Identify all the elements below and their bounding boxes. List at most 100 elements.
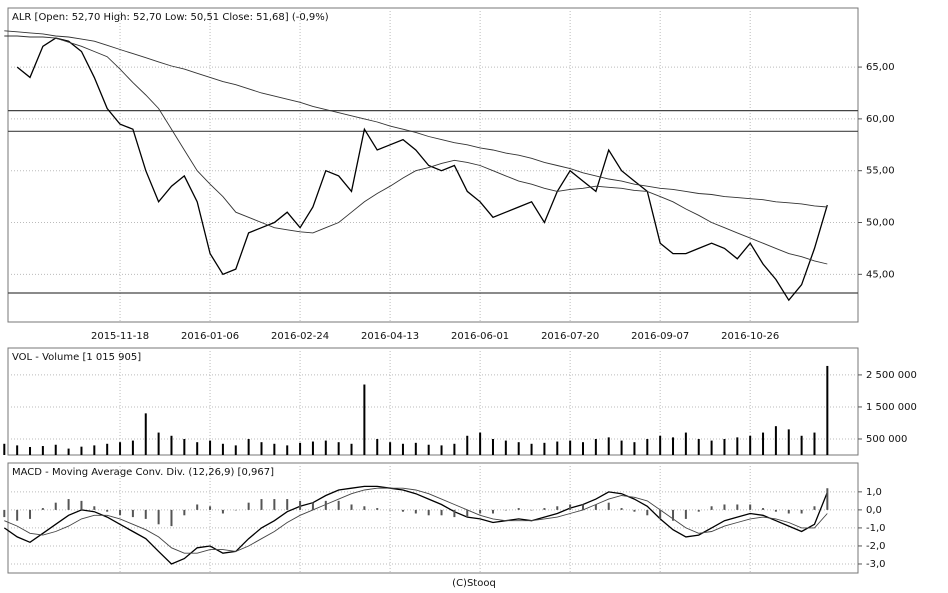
volume-bar — [157, 432, 160, 455]
histogram-bar — [749, 504, 752, 510]
histogram-bar — [350, 504, 353, 510]
x-tick-label: 2016-02-24 — [271, 331, 329, 342]
y-tick-label: -1,0 — [866, 523, 886, 534]
histogram-bar — [3, 509, 6, 518]
volume-bar — [183, 438, 186, 455]
histogram-bar — [427, 509, 430, 516]
x-tick-label: 2016-06-01 — [451, 331, 509, 342]
histogram-bar — [131, 509, 134, 518]
histogram-bar — [787, 509, 790, 514]
histogram-bar — [93, 506, 96, 510]
volume-bar — [723, 438, 726, 455]
volume-bar — [710, 440, 713, 455]
histogram-bar — [697, 509, 700, 512]
footer: (C)Stooq — [452, 578, 496, 589]
volume-bar — [736, 437, 739, 455]
volume-bar — [337, 442, 340, 455]
volume-bar — [556, 441, 559, 455]
volume-bar — [16, 445, 19, 455]
volume-bar — [427, 444, 430, 455]
histogram-bar — [710, 506, 713, 510]
histogram-bar — [106, 509, 109, 512]
volume-bar — [286, 445, 289, 455]
histogram-bar — [16, 509, 19, 521]
volume-bar — [697, 438, 700, 455]
y-tick-label: 0,0 — [866, 505, 882, 516]
volume-bar — [80, 446, 83, 455]
volume-bar — [543, 442, 546, 455]
histogram-bar — [569, 504, 572, 510]
y-tick-label: -2,0 — [866, 541, 886, 552]
volume-bar — [3, 443, 6, 455]
volume-bar — [41, 446, 44, 455]
volume-bar — [594, 438, 597, 455]
volume-bar — [67, 448, 70, 455]
y-tick-label: 1 500 000 — [866, 402, 917, 413]
histogram-bar — [736, 504, 739, 510]
volume-bar — [569, 440, 572, 455]
volume-bar — [453, 443, 456, 455]
histogram-bar — [504, 509, 507, 511]
volume-bar — [800, 435, 803, 455]
x-tick-label: 2016-10-26 — [721, 331, 779, 342]
histogram-bar — [29, 509, 32, 519]
histogram-bar — [813, 506, 816, 510]
volume-bar — [260, 442, 263, 455]
volume-bar — [144, 413, 147, 455]
volume-bar — [620, 440, 623, 455]
histogram-bar — [260, 499, 263, 510]
histogram-bar — [543, 508, 546, 510]
histogram-bar — [363, 506, 366, 510]
panel-title: VOL - Volume [1 015 905] — [12, 352, 141, 363]
x-tick-label: 2016-09-07 — [631, 331, 689, 342]
histogram-bar — [273, 499, 276, 510]
histogram-bar — [659, 509, 662, 519]
histogram-bar — [119, 509, 122, 516]
volume-bar — [813, 432, 816, 455]
x-tick-label: 2016-07-20 — [541, 331, 599, 342]
histogram-bar — [311, 502, 314, 510]
y-tick-label: 1,0 — [866, 487, 882, 498]
histogram-bar — [826, 488, 829, 510]
histogram-bar — [672, 509, 675, 521]
volume-bar — [131, 440, 134, 455]
histogram-bar — [183, 509, 186, 516]
histogram-bar — [80, 500, 83, 510]
volume-bar — [517, 442, 520, 455]
histogram-bar — [762, 508, 765, 510]
x-tick-label: 2015-11-18 — [91, 331, 149, 342]
volume-bar — [106, 443, 109, 455]
histogram-bar — [582, 504, 584, 510]
volume-bar — [209, 440, 212, 455]
volume-bar — [582, 442, 584, 455]
x-tick-label: 2016-01-06 — [181, 331, 239, 342]
panel-title: ALR [Open: 52,70 High: 52,70 Low: 50,51 … — [12, 12, 329, 23]
histogram-bar — [414, 509, 417, 514]
series-line — [4, 35, 828, 265]
volume-bar — [299, 442, 302, 455]
volume-bar — [633, 442, 636, 455]
volume-bar — [684, 432, 687, 455]
volume-bar — [440, 445, 443, 455]
histogram-bar — [556, 506, 559, 510]
panel-frame — [7, 462, 859, 574]
y-tick-label: 50,00 — [866, 218, 895, 229]
histogram-bar — [247, 502, 250, 510]
histogram-bar — [646, 509, 649, 516]
volume-bar — [826, 365, 829, 455]
histogram-bar — [54, 502, 57, 510]
histogram-bar — [157, 509, 160, 525]
histogram-bar — [453, 509, 456, 518]
histogram-bar — [633, 509, 636, 512]
panel-title: MACD - Moving Average Conv. Div. (12,26,… — [12, 467, 274, 478]
volume-bar — [234, 445, 237, 455]
histogram-bar — [479, 509, 482, 514]
series-line — [3, 485, 828, 565]
histogram-bar — [221, 509, 224, 514]
histogram-bar — [196, 504, 199, 510]
histogram-bar — [144, 509, 147, 519]
volume-bar — [324, 440, 327, 455]
volume-bar — [414, 442, 417, 455]
volume-bar — [530, 443, 533, 455]
